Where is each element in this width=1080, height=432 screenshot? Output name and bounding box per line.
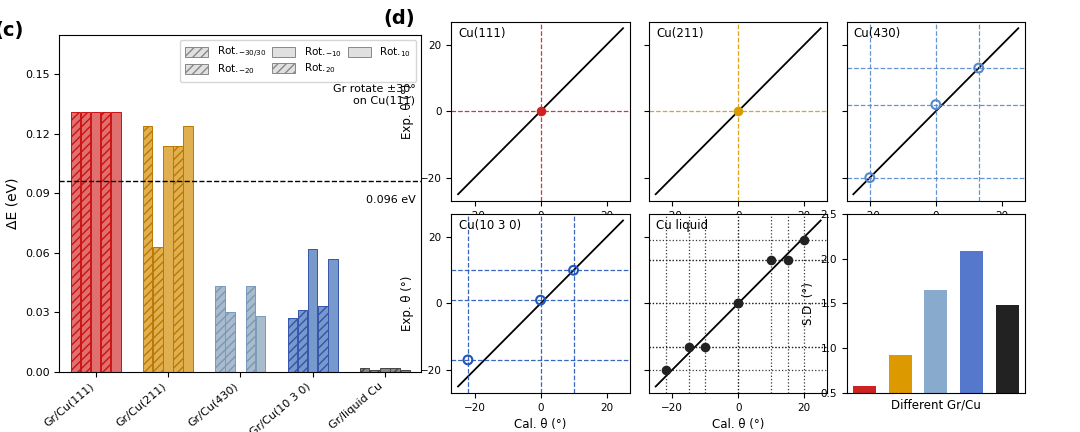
Text: Gr rotate ±30°
on Cu(111): Gr rotate ±30° on Cu(111) <box>333 84 416 106</box>
Bar <box>308 249 318 372</box>
Bar <box>111 112 121 372</box>
Point <box>730 300 747 307</box>
Point <box>927 101 944 108</box>
Legend: Rot.$_{-30/30}$, Rot.$_{-20}$, Rot.$_{-10}$, Rot.$_{20}$, Rot.$_{10}$: Rot.$_{-30/30}$, Rot.$_{-20}$, Rot.$_{-1… <box>180 40 416 82</box>
Point <box>779 257 796 264</box>
X-axis label: Cal. θ (°): Cal. θ (°) <box>514 419 567 432</box>
Bar <box>226 312 234 372</box>
X-axis label: Cal. θ (°): Cal. θ (°) <box>514 226 567 239</box>
Point <box>531 297 549 304</box>
Y-axis label: Exp. θ (°): Exp. θ (°) <box>402 83 415 139</box>
X-axis label: Cal. θ (°): Cal. θ (°) <box>909 226 962 239</box>
Bar <box>370 369 379 372</box>
Point <box>762 257 780 264</box>
Bar <box>380 368 390 372</box>
Point <box>861 174 878 181</box>
Y-axis label: S.D. (°): S.D. (°) <box>801 282 814 325</box>
Bar <box>319 306 327 372</box>
Bar <box>401 369 410 372</box>
Bar <box>91 112 100 372</box>
Bar <box>996 305 1018 432</box>
Point <box>565 267 582 274</box>
Text: Cu(10 3 0): Cu(10 3 0) <box>459 219 521 232</box>
Text: Cu(111): Cu(111) <box>459 27 507 40</box>
Bar <box>391 368 400 372</box>
Bar <box>853 386 876 432</box>
Text: 0.096 eV: 0.096 eV <box>366 195 416 205</box>
Text: Cu liquid: Cu liquid <box>657 219 708 232</box>
Bar <box>163 146 173 372</box>
Text: (d): (d) <box>383 9 416 28</box>
Bar <box>328 258 338 372</box>
X-axis label: Cal. θ (°): Cal. θ (°) <box>712 226 765 239</box>
Point <box>796 237 813 244</box>
Bar <box>298 310 307 372</box>
Bar <box>102 112 110 372</box>
Bar <box>184 126 193 372</box>
Point <box>970 65 987 72</box>
X-axis label: Different Gr/Cu: Different Gr/Cu <box>891 399 981 412</box>
Y-axis label: Exp. θ (°): Exp. θ (°) <box>402 276 415 331</box>
Bar <box>960 251 983 432</box>
Bar <box>81 112 90 372</box>
Bar <box>256 316 266 372</box>
Point <box>657 366 674 373</box>
Point <box>730 300 747 307</box>
Point <box>531 108 549 115</box>
X-axis label: Cal. θ (°): Cal. θ (°) <box>712 419 765 432</box>
Text: Cu(211): Cu(211) <box>657 27 704 40</box>
Y-axis label: ΔE (eV): ΔE (eV) <box>5 177 19 229</box>
Point <box>730 108 747 115</box>
Bar <box>924 290 947 432</box>
Point <box>680 343 698 350</box>
Bar <box>287 318 297 372</box>
Text: (c): (c) <box>0 21 24 40</box>
Bar <box>143 126 152 372</box>
Bar <box>889 356 912 432</box>
Text: Cu(430): Cu(430) <box>854 27 901 40</box>
Point <box>459 356 476 363</box>
Point <box>697 343 714 350</box>
Bar <box>153 247 162 372</box>
Bar <box>246 286 255 372</box>
Bar <box>70 112 80 372</box>
Bar <box>360 368 369 372</box>
Bar <box>174 146 183 372</box>
Bar <box>215 286 225 372</box>
